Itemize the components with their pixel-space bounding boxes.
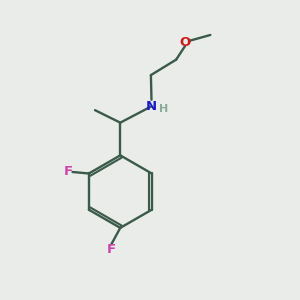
Text: H: H (159, 104, 169, 114)
Text: F: F (64, 166, 73, 178)
Text: O: O (179, 36, 191, 49)
Text: N: N (146, 100, 157, 113)
Text: F: F (107, 243, 116, 256)
